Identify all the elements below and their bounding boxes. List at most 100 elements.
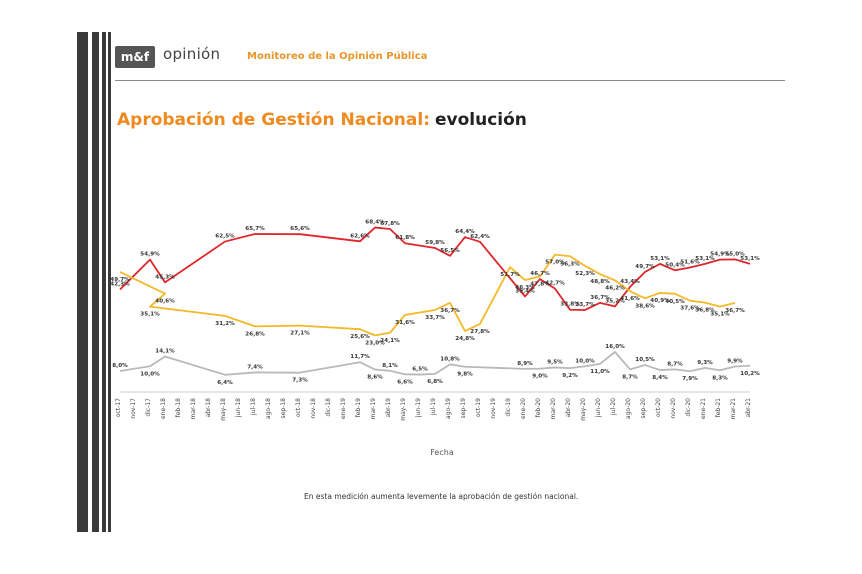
data-label: 51,7%	[500, 272, 520, 278]
x-tick-label: may-19	[400, 398, 407, 421]
data-label: 23,0%	[365, 340, 385, 346]
decor-stripe-2	[92, 32, 99, 532]
data-label: 11,0%	[590, 369, 610, 375]
x-tick-label: nov-19	[490, 398, 497, 419]
data-label: 65,6%	[290, 226, 310, 232]
x-tick-label: ene-21	[700, 398, 707, 419]
x-tick-label: jun-19	[415, 398, 422, 418]
data-label: 68,4%	[365, 220, 385, 226]
data-label: 10,0%	[140, 371, 160, 377]
x-tick-label: oct-17	[115, 398, 122, 417]
decor-stripe-4	[108, 32, 111, 532]
data-label: 8,7%	[622, 374, 638, 380]
x-tick-label: sep-19	[460, 398, 467, 419]
x-axis-ticks: oct-17 nov-17 dic-17 ene-18 feb-18 mar-18 abr-…	[115, 391, 752, 421]
data-label: 40,5%	[665, 299, 685, 305]
data-label: 37,6%	[680, 306, 700, 312]
data-label: 36,7%	[440, 308, 460, 314]
x-tick-label: ago-20	[625, 398, 632, 419]
x-axis-label: Fecha	[430, 448, 454, 457]
data-label: 6,8%	[427, 379, 443, 385]
data-label: 8,7%	[667, 361, 683, 367]
x-tick-label: oct-20	[655, 398, 662, 417]
data-label: 11,7%	[350, 354, 370, 360]
x-tick-label: feb-21	[715, 398, 722, 418]
data-label: 40,9%	[650, 298, 670, 304]
data-label: 48,8%	[590, 279, 610, 285]
x-tick-label: jul-19	[430, 398, 437, 416]
data-label: 62,5%	[215, 234, 235, 240]
x-tick-label: jul-20	[610, 398, 617, 416]
x-tick-label: feb-20	[535, 398, 542, 418]
data-label: 38,6%	[635, 303, 655, 309]
data-label: 8,1%	[382, 363, 398, 369]
x-tick-label: oct-19	[475, 398, 482, 417]
brand-name: opinión	[163, 45, 221, 63]
x-tick-label: dic-18	[325, 398, 332, 417]
x-tick-label: nov-20	[670, 398, 677, 419]
x-tick-label: may-18	[220, 398, 227, 421]
data-label: 53,1%	[740, 256, 760, 262]
data-label: 25,6%	[350, 334, 370, 340]
footnote: En esta medición aumenta levemente la ap…	[304, 492, 579, 501]
data-label: 57,0%	[545, 260, 565, 266]
data-label: 7,4%	[247, 364, 263, 370]
data-label: 54,9%	[710, 252, 730, 258]
data-label: 10,0%	[575, 358, 595, 364]
data-label: 43,4%	[620, 279, 640, 285]
x-tick-label: abr-20	[565, 398, 572, 418]
x-tick-label: abr-19	[385, 398, 392, 418]
data-label: 53,1%	[650, 256, 670, 262]
data-label: 42,3%	[110, 282, 130, 288]
data-label: 9,5%	[547, 359, 563, 365]
approval-line-chart: 42,3% 54,9% 45,3% 62,5% 65,7% 65,6% 62,6% 68,4%…	[110, 220, 760, 457]
data-label: 27,1%	[290, 331, 310, 337]
x-tick-label: ene-18	[160, 398, 167, 419]
data-label: 56,3%	[560, 261, 580, 267]
x-tick-label: sep-18	[280, 398, 287, 419]
data-label: 9,9%	[727, 358, 743, 364]
data-label: 26,8%	[245, 331, 265, 337]
data-label: 35,2%	[605, 298, 625, 304]
data-label: 24,1%	[380, 338, 400, 344]
x-tick-label: may-20	[580, 398, 587, 421]
data-label: 33,8%	[560, 302, 580, 308]
series-line-2	[119, 351, 751, 376]
data-label: 7,9%	[682, 376, 698, 382]
data-label: 64,4%	[455, 229, 475, 235]
data-label: 50,4%	[665, 262, 685, 268]
data-label: 14,1%	[155, 349, 175, 355]
data-label: 65,7%	[245, 226, 265, 232]
x-tick-label: nov-18	[310, 398, 317, 419]
data-label: 27,8%	[470, 329, 490, 335]
data-label: 9,3%	[697, 360, 713, 366]
data-label: 59,8%	[425, 240, 445, 246]
data-label: 10,5%	[635, 357, 655, 363]
data-label: 7,3%	[292, 378, 308, 384]
x-tick-label: dic-20	[685, 398, 692, 417]
data-label: 36,7%	[590, 295, 610, 301]
data-label: 46,2%	[605, 285, 625, 291]
data-label: 8,9%	[517, 361, 533, 367]
data-label: 16,0%	[605, 344, 625, 350]
x-tick-label: jul-18	[250, 398, 257, 416]
x-tick-label: mar-21	[730, 398, 737, 420]
data-label: 31,2%	[215, 321, 235, 327]
x-tick-label: ago-19	[445, 398, 452, 419]
data-label: 39,4%	[515, 288, 535, 294]
data-label: 6,6%	[397, 379, 413, 385]
decor-stripe-3	[102, 32, 106, 532]
data-label: 40,6%	[155, 299, 175, 305]
data-label: 6,4%	[217, 380, 233, 386]
value-labels: 42,3% 54,9% 45,3% 62,5% 65,7% 65,6% 62,6% 68,4%…	[110, 220, 760, 386]
data-label: 45,3%	[155, 274, 175, 280]
data-label: 49,7%	[635, 264, 655, 270]
data-label: 10,2%	[740, 371, 760, 377]
x-tick-label: dic-17	[145, 398, 152, 417]
data-label: 42,7%	[545, 281, 565, 287]
data-label: 62,4%	[470, 234, 490, 240]
data-label: 54,9%	[140, 252, 160, 258]
series-line-1	[119, 253, 736, 337]
data-label: 56,5%	[440, 248, 460, 254]
data-label: 8,3%	[712, 375, 728, 381]
